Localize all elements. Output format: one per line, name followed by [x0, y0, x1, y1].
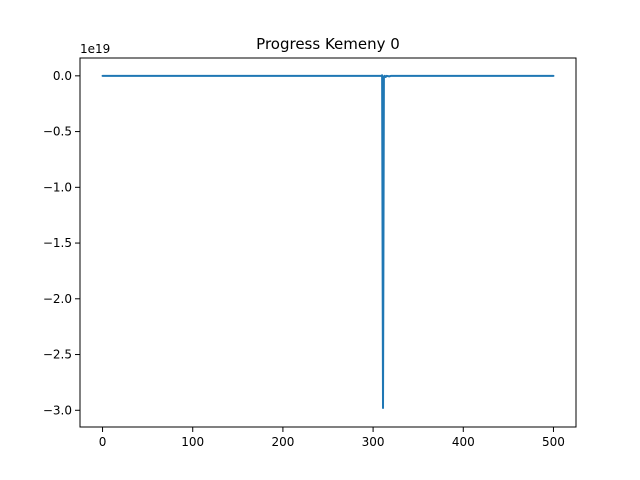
x-axis-ticks: 0 100 200 300 400 500: [99, 427, 565, 449]
y-tick-label-1: −0.5: [43, 125, 72, 139]
series-line-0: [101, 74, 555, 410]
y-axis-ticks: 0.0 −0.5 −1.0 −1.5 −2.0 −2.5 −3.0: [43, 69, 80, 417]
x-tick-label-0: 0: [99, 435, 107, 449]
y-axis-offset-label: 1e19: [80, 42, 110, 56]
x-tick-label-1: 100: [181, 435, 204, 449]
axes-frame: [79, 57, 577, 428]
y-tick-label-4: −2.0: [43, 292, 72, 306]
chart-title: Progress Kemeny 0: [256, 35, 400, 53]
x-tick-label-5: 500: [542, 435, 565, 449]
series-layer: [101, 74, 555, 410]
y-tick-label-3: −1.5: [43, 236, 72, 250]
x-tick-label-4: 400: [452, 435, 475, 449]
y-tick-label-5: −2.5: [43, 348, 72, 362]
plot-area: 0 100 200 300 400 500 0.0 −0.5 −1.0 −1.5 −2.0 −2.5…: [43, 57, 577, 449]
y-tick-label-2: −1.0: [43, 180, 72, 194]
y-tick-label-6: −3.0: [43, 403, 72, 417]
x-tick-label-3: 300: [362, 435, 385, 449]
y-tick-label-0: 0.0: [53, 69, 72, 83]
x-tick-label-2: 200: [271, 435, 294, 449]
